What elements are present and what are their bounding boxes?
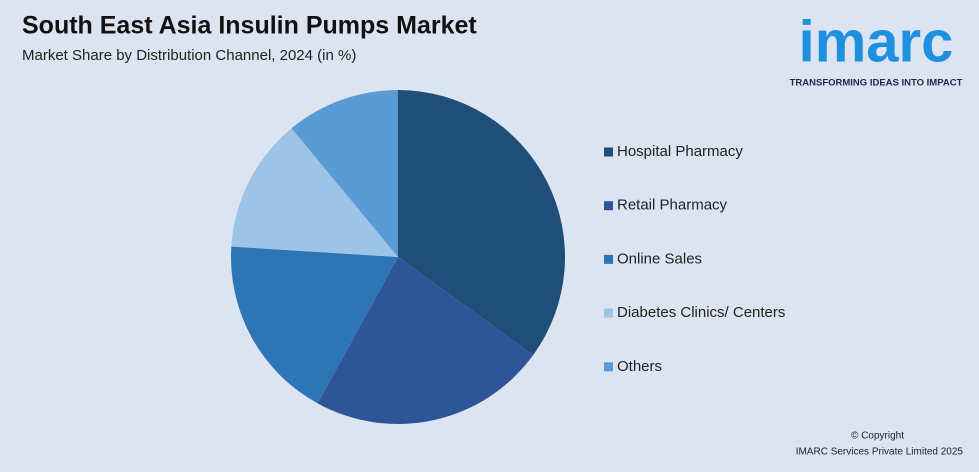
pie-slice	[231, 128, 398, 257]
legend-label: Diabetes Clinics/ Centers	[617, 304, 785, 321]
legend-label: Online Sales	[617, 250, 702, 267]
legend-swatch	[604, 147, 613, 157]
pie-slice	[291, 90, 398, 257]
pie	[230, 90, 565, 424]
legend-label: Hospital Pharmacy	[617, 143, 743, 160]
pie-slice	[398, 90, 565, 356]
copyright: © Copyright	[851, 431, 904, 442]
legend-swatch	[604, 201, 613, 211]
chart-subtitle: Market Share by Distribution Channel, 20…	[22, 47, 356, 64]
legend: Hospital Pharmacy Retail Pharmacy Online S…	[604, 143, 785, 375]
pie-slice	[230, 246, 398, 404]
logo-tagline: TRANSFORMING IDEAS INTO IMPACT	[790, 78, 963, 89]
company: IMARC Services Private Limited 2025	[796, 447, 964, 458]
logo: imarc	[799, 9, 954, 74]
legend-label: Retail Pharmacy	[617, 197, 728, 214]
legend-swatch	[604, 308, 613, 318]
legend-label: Others	[617, 358, 662, 375]
chart-title: South East Asia Insulin Pumps Market	[22, 12, 477, 40]
legend-swatch	[604, 254, 613, 264]
pie-slice	[317, 257, 534, 424]
legend-swatch	[604, 362, 613, 372]
